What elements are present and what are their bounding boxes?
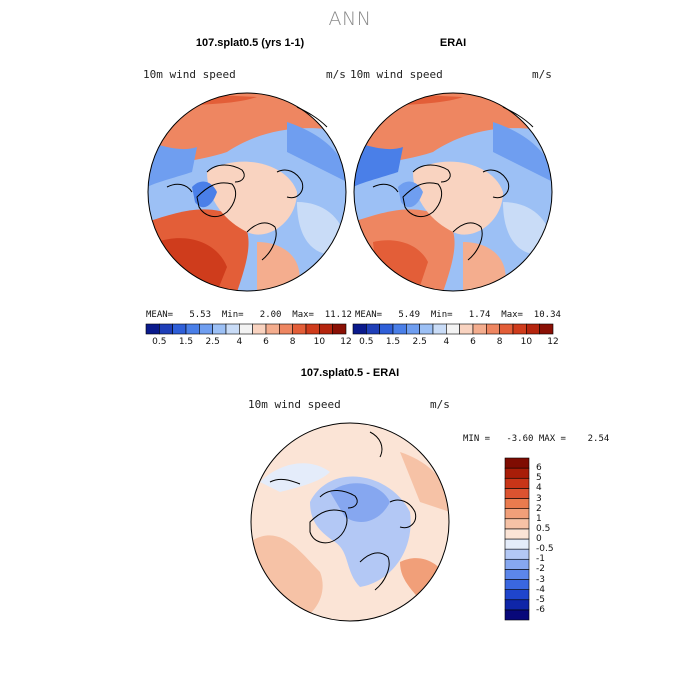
panel-2-field-label: 10m wind speed — [350, 68, 443, 81]
colorbar-tick-label: 6 — [536, 463, 542, 474]
panel-2-polar-map — [353, 92, 553, 292]
colorbar-swatch — [225, 323, 240, 335]
colorbar-tick-label: 2 — [536, 503, 542, 514]
panel-1-field-label: 10m wind speed — [143, 68, 236, 81]
diff-colorbar — [504, 457, 530, 621]
colorbar-tick-label: 6 — [263, 337, 269, 347]
colorbar-swatch — [332, 323, 347, 335]
colorbar-swatch — [499, 323, 514, 335]
colorbar-swatch — [239, 323, 253, 335]
colorbar-swatch — [486, 323, 500, 335]
colorbar-tick-label: 6 — [470, 337, 476, 347]
colorbar-tick-label: 0.5 — [536, 523, 551, 534]
colorbar-tick-label: 8 — [496, 337, 503, 347]
colorbar-swatch — [199, 323, 213, 335]
panel-1-units: m/s — [326, 68, 346, 81]
colorbar-swatch — [159, 323, 173, 335]
colorbar-swatch — [526, 323, 540, 335]
colorbar-tick-label: 0 — [536, 534, 542, 544]
colorbar-swatch — [504, 589, 530, 601]
colorbar-swatch — [504, 518, 530, 530]
panel-2-colorbar-ticks: 0.5 1.5 2.5 4 6 8 10 12 — [353, 337, 559, 349]
colorbar-swatch — [504, 599, 530, 611]
colorbar-tick-label: 0.5 — [359, 337, 374, 347]
colorbar-swatch — [392, 323, 407, 335]
colorbar-tick-label: 8 — [289, 337, 296, 347]
colorbar-tick-label: 4 — [443, 337, 450, 347]
colorbar-tick-label: -0.5 — [536, 544, 554, 555]
colorbar-swatch — [539, 323, 554, 335]
colorbar-swatch — [265, 323, 280, 335]
panel-2-title: ERAI — [439, 37, 467, 49]
colorbar-swatch — [352, 323, 367, 335]
colorbar-tick-label: 4 — [236, 337, 243, 347]
colorbar-tick-label: 1.5 — [385, 337, 401, 347]
panel-1-colorbar-ticks: 0.5 1.5 2.5 4 6 8 10 12 — [146, 337, 352, 349]
colorbar-swatch — [279, 323, 293, 335]
colorbar-tick-label: -6 — [536, 604, 545, 615]
colorbar-tick-label: 3 — [536, 493, 542, 504]
colorbar-tick-label: 0.5 — [152, 337, 167, 347]
colorbar-swatch — [504, 488, 530, 499]
colorbar-swatch — [319, 323, 333, 335]
colorbar-swatch — [432, 323, 447, 335]
colorbar-swatch — [459, 323, 474, 335]
colorbar-swatch — [504, 579, 530, 590]
panel-1-title: 107.splat0.5 (yrs 1-1) — [195, 37, 305, 49]
colorbar-swatch — [292, 323, 307, 335]
colorbar-swatch — [504, 558, 530, 570]
colorbar-swatch — [504, 498, 530, 509]
panel-2-stats: MEAN= 5.49 Min= 1.74 Max= 10.34 — [355, 310, 561, 320]
colorbar-swatch — [504, 528, 530, 540]
colorbar-tick-label: 5 — [536, 473, 542, 484]
colorbar-swatch — [145, 323, 160, 335]
colorbar-tick-label: -1 — [536, 554, 545, 565]
diff-panel-units: m/s — [430, 398, 450, 411]
colorbar-swatch — [504, 548, 530, 560]
panel-2-colorbar — [352, 323, 554, 335]
colorbar-swatch — [504, 467, 530, 479]
colorbar-tick-label: -2 — [536, 564, 545, 575]
colorbar-tick-label: 2.5 — [412, 337, 427, 347]
colorbar-tick-label: -4 — [536, 584, 545, 595]
colorbar-tick-label: 10 — [520, 337, 533, 347]
panel-2-units: m/s — [532, 68, 552, 81]
panel-1-polar-map — [147, 92, 347, 292]
colorbar-tick-label: 12 — [340, 337, 352, 347]
colorbar-swatch — [406, 323, 420, 335]
colorbar-swatch — [472, 323, 487, 335]
colorbar-swatch — [446, 323, 460, 335]
colorbar-swatch — [172, 323, 187, 335]
colorbar-tick-label: 4 — [536, 483, 542, 494]
colorbar-tick-label: -3 — [536, 574, 545, 585]
colorbar-swatch — [504, 477, 530, 489]
colorbar-swatch — [504, 609, 530, 621]
colorbar-swatch — [366, 323, 380, 335]
diff-colorbar-ticks: 6 5 4 3 2 1 0.5 0 -0.5 -1 -2 -3 -4 -5 -6 — [536, 458, 576, 620]
colorbar-swatch — [504, 538, 530, 550]
colorbar-swatch — [305, 323, 320, 335]
colorbar-tick-label: 10 — [313, 337, 326, 347]
colorbar-swatch — [512, 323, 527, 335]
panel-1-stats: MEAN= 5.53 Min= 2.00 Max= 11.12 — [146, 310, 352, 320]
diff-polar-map — [250, 422, 450, 622]
colorbar-swatch — [185, 323, 200, 335]
colorbar-swatch — [504, 508, 530, 520]
colorbar-tick-label: -5 — [536, 594, 545, 605]
colorbar-swatch — [419, 323, 434, 335]
colorbar-tick-label: 1 — [536, 513, 542, 524]
colorbar-swatch — [504, 457, 530, 469]
diff-panel-stats: MIN = -3.60 MAX = 2.54 — [463, 434, 610, 444]
diff-panel-title: 107.splat0.5 - ERAI — [300, 367, 400, 379]
colorbar-swatch — [212, 323, 227, 335]
colorbar-swatch — [379, 323, 394, 335]
colorbar-tick-label: 2.5 — [205, 337, 220, 347]
diff-panel-field-label: 10m wind speed — [248, 398, 341, 411]
colorbar-tick-label: 12 — [547, 337, 559, 347]
colorbar-swatch — [252, 323, 267, 335]
colorbar-swatch — [504, 569, 530, 580]
panel-1-colorbar — [145, 323, 347, 335]
main-title: ANN — [328, 8, 372, 30]
colorbar-tick-label: 1.5 — [178, 337, 194, 347]
